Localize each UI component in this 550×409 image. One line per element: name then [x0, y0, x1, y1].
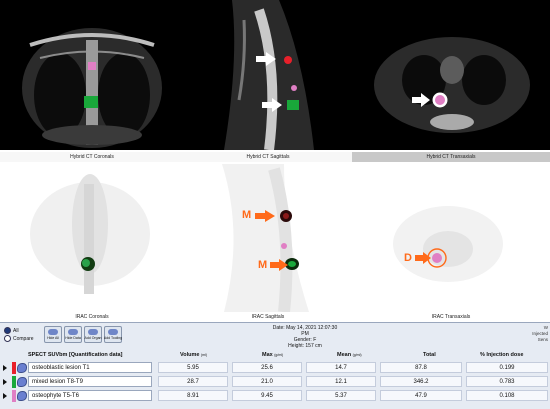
- cell-injection: 0.199: [466, 362, 548, 373]
- cell-mean: 5.37: [306, 390, 376, 401]
- col-total: Total: [423, 352, 436, 358]
- cell-mean: 14.7: [306, 362, 376, 373]
- col-max-label: Max: [262, 352, 273, 358]
- caption-nm-coronal[interactable]: IRAC Coronals: [0, 312, 184, 322]
- ct-transaxial-image: [374, 37, 530, 133]
- hide-data-label: Hide Data: [65, 336, 81, 340]
- radio-all[interactable]: All: [4, 327, 19, 334]
- study-info-right: W Injected Sens: [532, 325, 548, 343]
- cell-max: 9.45: [232, 390, 302, 401]
- study-right-2: Injected: [532, 331, 548, 336]
- radio-dot-icon: [4, 327, 11, 334]
- radio-compare-label: Compare: [13, 335, 34, 342]
- expand-triangle-icon[interactable]: [3, 393, 7, 399]
- cell-injection: 0.108: [466, 390, 548, 401]
- nm-coronal-view[interactable]: [0, 164, 184, 312]
- arrow-icon-upper: [256, 52, 276, 66]
- cell-injection: 0.783: [466, 376, 548, 387]
- expand-triangle-icon[interactable]: [3, 365, 7, 371]
- arrow-icon-transaxial: [412, 93, 430, 107]
- region-name-field[interactable]: mixed lesion T8-T9: [28, 376, 152, 387]
- col-mean-unit: (g/ml): [352, 353, 362, 357]
- organ-icon: [48, 329, 58, 335]
- hide-all-button[interactable]: Hide All: [44, 326, 62, 343]
- table-row[interactable]: osteophyte T5-T6 8.91 9.45 5.37 47.9 0.108: [0, 389, 550, 403]
- hide-data-button[interactable]: Hide Data: [64, 326, 82, 343]
- study-info: Date: May 14, 2021 12:07:30 PM Gender: F…: [270, 325, 340, 349]
- nm-transaxial-view[interactable]: D: [352, 164, 550, 312]
- ct-transaxial-view[interactable]: [352, 0, 550, 150]
- table-row[interactable]: osteoblastic lesion T1 5.95 25.6 14.7 87.8 0.…: [0, 361, 550, 375]
- organ-icon: [68, 329, 78, 335]
- ct-sagittal-image: [224, 0, 314, 150]
- cell-total: 87.8: [380, 362, 462, 373]
- nm-transaxial-image: [393, 206, 503, 282]
- caption-nm-transaxial[interactable]: IRAC Transaxials: [352, 312, 550, 322]
- cell-total: 346.2: [380, 376, 462, 387]
- organ-icon: [88, 329, 98, 335]
- table-row[interactable]: mixed lesion T8-T9 28.7 21.0 12.1 346.2 0.783: [0, 375, 550, 389]
- organ-icon: [17, 391, 27, 401]
- nm-sagittal-image: [222, 164, 309, 312]
- col-max-unit: (g/ml): [274, 353, 284, 357]
- add-tooling-button[interactable]: Add Tooling: [104, 326, 122, 343]
- col-mean-label: Mean: [337, 352, 352, 358]
- radio-all-label: All: [13, 327, 19, 334]
- caption-nm-sagittal[interactable]: IRAC Sagittals: [184, 312, 352, 322]
- marker-d: D: [404, 252, 412, 264]
- study-right-1: W: [543, 325, 548, 330]
- cell-mean: 12.1: [306, 376, 376, 387]
- cell-volume: 28.7: [158, 376, 228, 387]
- study-height: Height: 157 cm: [288, 343, 322, 349]
- study-right-3: Sens: [537, 337, 548, 342]
- col-volume-label: Volume: [180, 352, 200, 358]
- cell-total: 47.9: [380, 390, 462, 401]
- cell-max: 25.6: [232, 362, 302, 373]
- nm-sagittal-view[interactable]: M M: [184, 164, 352, 312]
- study-date: Date: May 14, 2021 12:07:30 PM: [272, 325, 338, 337]
- caption-ct-coronal[interactable]: Hybrid CT Coronals: [0, 152, 184, 162]
- col-volume-unit: (ml): [201, 353, 208, 357]
- region-name-field[interactable]: osteoblastic lesion T1: [28, 362, 152, 373]
- marker-m-upper: M: [242, 209, 252, 221]
- orange-arrow-icon-transaxial: [415, 252, 431, 264]
- region-name-field[interactable]: osteophyte T5-T6: [28, 390, 152, 401]
- caption-ct-sagittal[interactable]: Hybrid CT Sagittals: [184, 152, 352, 162]
- cell-volume: 8.91: [158, 390, 228, 401]
- study-gender: Gender: F: [293, 337, 317, 343]
- color-swatch[interactable]: [12, 390, 16, 402]
- color-swatch[interactable]: [12, 362, 16, 374]
- caption-ct-transaxial[interactable]: Hybrid CT Transaxials: [352, 152, 550, 162]
- col-volume: Volume (ml): [180, 350, 207, 360]
- nm-coronal-image: [30, 174, 150, 294]
- ct-coronal-image: [22, 28, 162, 148]
- add-organ-label: Add Organ: [84, 336, 102, 340]
- col-mean: Mean (g/ml): [337, 350, 362, 360]
- organ-icon: [108, 329, 118, 335]
- add-organ-button[interactable]: Add Organ: [84, 326, 102, 343]
- expand-triangle-icon[interactable]: [3, 379, 7, 385]
- col-injection: % Injection dose: [480, 352, 524, 358]
- add-tooling-label: Add Tooling: [103, 336, 123, 340]
- arrow-icon-lower: [262, 98, 282, 112]
- marker-m-lower: M: [258, 259, 268, 271]
- table-title: SPECT SUVbm [Quantification data]: [28, 352, 123, 358]
- hide-all-label: Hide All: [47, 336, 59, 340]
- color-swatch[interactable]: [12, 376, 16, 388]
- ct-coronal-view[interactable]: [0, 0, 184, 150]
- radio-compare[interactable]: Compare: [4, 335, 34, 342]
- organ-icon: [17, 363, 27, 373]
- orange-arrow-icon-lower: [270, 259, 288, 271]
- organ-icon: [17, 377, 27, 387]
- col-max: Max (g/ml): [262, 350, 283, 360]
- orange-arrow-icon-upper: [255, 210, 275, 222]
- cell-max: 21.0: [232, 376, 302, 387]
- radio-dot-icon: [4, 335, 11, 342]
- ct-sagittal-view[interactable]: [184, 0, 352, 150]
- cell-volume: 5.95: [158, 362, 228, 373]
